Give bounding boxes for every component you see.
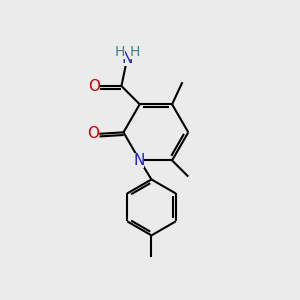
Text: H: H bbox=[114, 46, 124, 59]
Text: N: N bbox=[122, 51, 133, 66]
Text: O: O bbox=[88, 126, 100, 141]
Text: H: H bbox=[130, 46, 140, 59]
Text: O: O bbox=[88, 79, 101, 94]
Text: N: N bbox=[133, 153, 145, 168]
